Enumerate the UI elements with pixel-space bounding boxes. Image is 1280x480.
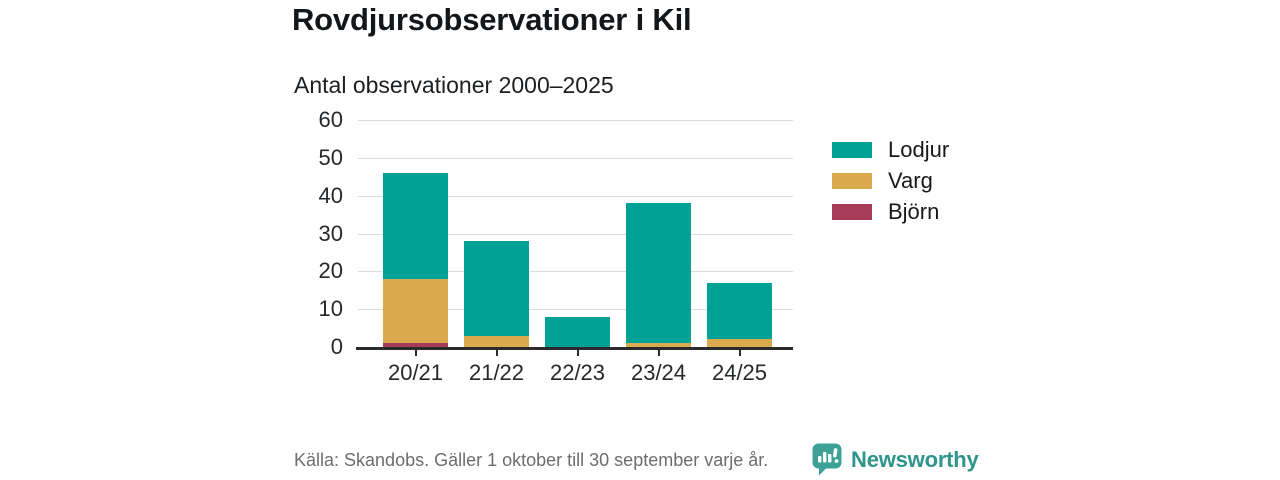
legend-item-lodjur: Lodjur [832,137,950,162]
legend-label-lodjur: Lodjur [888,137,950,162]
bar-segment-varg-24-25 [707,339,772,347]
y-tick-label-60: 60 [318,107,343,132]
grid-line-y50 [358,157,793,159]
bar-segment-lodjur-20-21 [383,172,448,279]
bar-segment-varg-23-24 [626,343,691,347]
grid-line-y60 [358,120,793,121]
source-note: Källa: Skandobs. Gäller 1 oktober till 3… [294,450,769,470]
x-cell-20-21: 20/21 [383,350,448,386]
bar-column-21-22 [464,241,529,347]
x-cell-22-23: 22/23 [545,350,610,386]
bar-segment-lodjur-23-24 [626,203,691,344]
legend-item-varg: Varg [832,168,949,193]
bar-group [358,120,793,347]
y-tick-label-20: 20 [318,258,343,284]
legend: Lodjur Varg Björn [832,137,950,235]
grid-line-y10 [358,309,793,311]
bar-segment-björn-20-21 [383,343,448,347]
x-cell-24-25: 24/25 [707,350,772,386]
y-tick-label-30: 30 [318,220,343,246]
chart-subtitle: Antal observationer 2000–2025 [294,72,614,98]
y-tick-label-10: 10 [318,296,343,322]
x-axis-line [356,347,793,350]
x-tick [657,350,660,356]
bar-segment-varg-21-22 [464,335,529,347]
bar-segment-lodjur-22-23 [545,316,610,347]
x-cell-23-24: 23/24 [626,350,691,386]
bar-column-23-24 [626,203,691,347]
bar-column-20-21 [383,172,448,347]
bar-column-22-23 [545,316,610,347]
bar-segment-varg-20-21 [383,278,448,344]
grid-line-y40 [358,195,793,197]
y-tick-label-0: 0 [330,334,343,359]
x-tick-label-22-23: 22/23 [549,360,606,385]
x-tick-label-23-24: 23/24 [630,360,687,385]
brand-name: Newsworthy [851,446,979,472]
y-axis-labels: 0 10 20 30 40 50 60 [285,109,343,358]
x-axis-labels: 20/21 21/22 22/23 23/24 24/25 [358,350,793,386]
chart-title: Rovdjursobservationer i Kil [292,2,692,37]
x-tick [495,350,498,356]
x-tick [576,350,579,356]
grid-line-y20 [358,271,793,273]
legend-swatch-lodjur [832,142,872,158]
plot-area: 0 10 20 30 40 50 60 20/21 21/22 22/23 23/24 24/25 [319,109,793,385]
y-tick-label-40: 40 [318,182,343,208]
x-tick-label-24-25: 24/25 [711,360,768,385]
x-cell-21-22: 21/22 [464,350,529,386]
legend-item-björn: Björn [832,199,949,224]
grid-line-y30 [358,233,793,235]
legend-swatch-björn [832,204,872,220]
bar-column-24-25 [707,282,772,347]
x-tick [738,350,741,356]
bar-segment-lodjur-21-22 [464,241,529,336]
legend-label-björn: Björn [888,199,940,224]
bar-segment-lodjur-24-25 [707,282,772,340]
legend-label-varg: Varg [888,168,933,193]
x-tick-label-20-21: 20/21 [387,360,444,385]
y-tick-label-50: 50 [318,144,343,170]
x-tick [414,350,417,356]
brand-link[interactable]: Newsworthy [812,443,979,476]
newsworthy-logo-icon [812,443,842,476]
x-tick-label-21-22: 21/22 [468,360,525,385]
legend-swatch-varg [832,173,872,189]
